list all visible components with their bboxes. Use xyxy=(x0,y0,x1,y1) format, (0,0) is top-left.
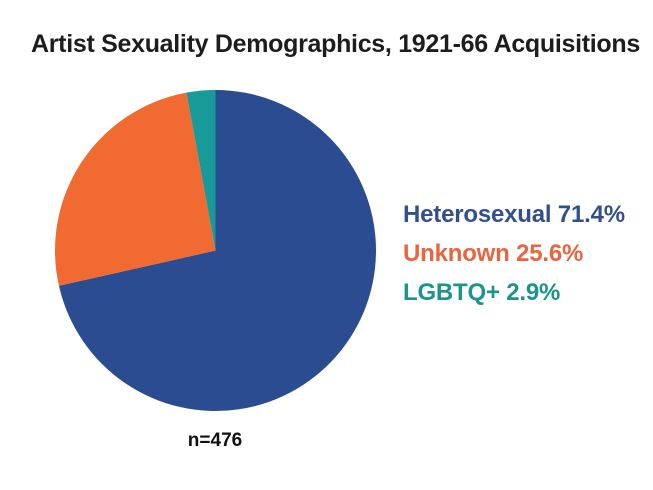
legend: Heterosexual 71.4% Unknown 25.6% LGBTQ+ 2.… xyxy=(403,195,625,312)
pie-slice-unknown xyxy=(55,92,216,286)
legend-item-lgbtq: LGBTQ+ 2.9% xyxy=(403,279,561,306)
chart-title: Artist Sexuality Demographics, 1921-66 A… xyxy=(31,30,640,58)
pie-slice-heterosexual xyxy=(58,90,377,412)
legend-item-unknown: Unknown 25.6% xyxy=(403,240,584,267)
sample-size-label: n=476 xyxy=(187,430,243,451)
legend-item-heterosexual: Heterosexual 71.4% xyxy=(403,201,625,228)
pie-slice-lgbtq xyxy=(186,90,216,251)
